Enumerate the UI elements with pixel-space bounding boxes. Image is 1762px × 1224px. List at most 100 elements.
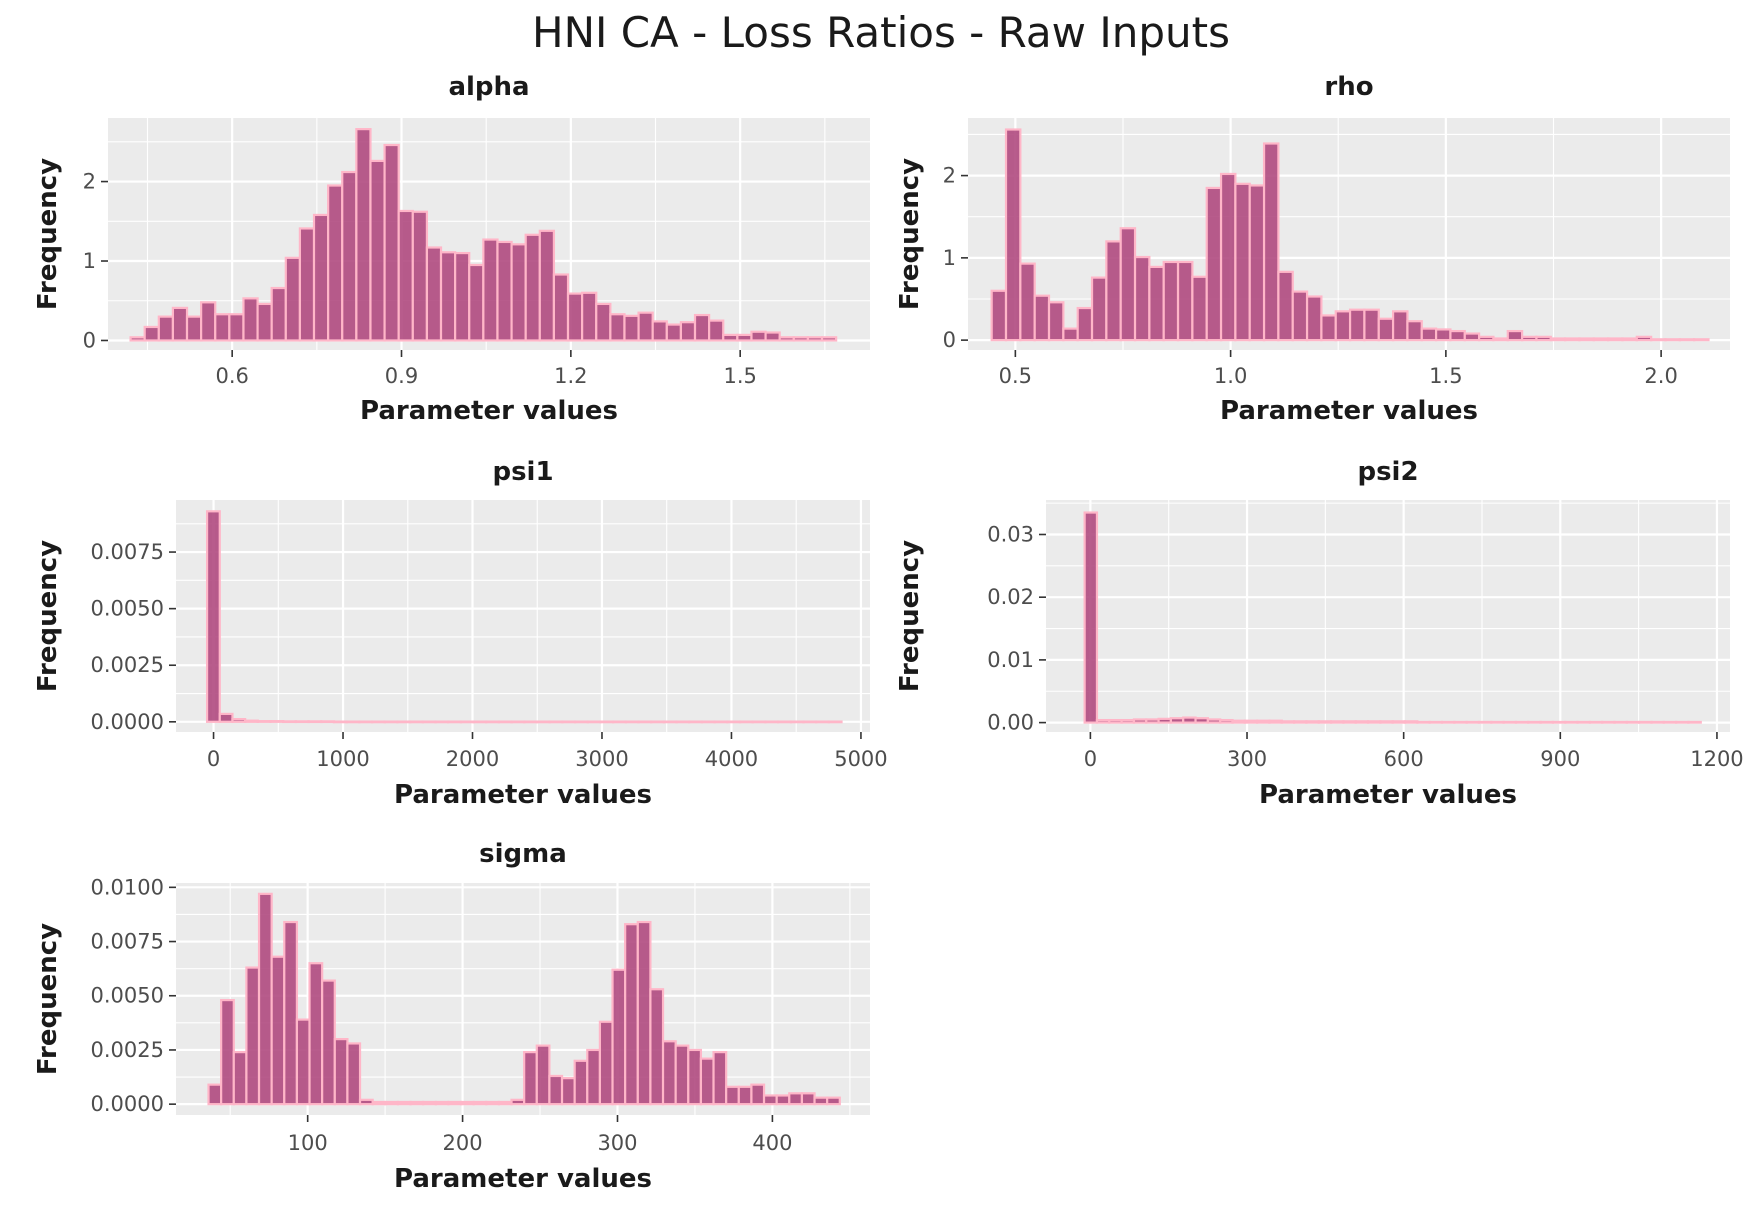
histogram-bar <box>497 1100 513 1106</box>
histogram-bar <box>298 227 316 342</box>
histogram-bar <box>370 720 386 724</box>
histogram-bar <box>523 1051 538 1106</box>
histogram-bar <box>1440 720 1456 724</box>
histogram-bar <box>1391 720 1407 724</box>
y-tick-label: 0.02 <box>987 585 1034 609</box>
x-tick-label: 600 <box>1384 747 1424 771</box>
histogram-bar <box>447 720 462 724</box>
panel-psi1: 0 1000 2000 3000 4000 5000 0.0000 0.0025 0.0050 0… <box>33 457 888 810</box>
histogram-bar <box>129 336 146 342</box>
histogram-bar <box>1280 720 1296 724</box>
histogram-bar <box>827 720 843 724</box>
histogram-bar <box>813 1096 829 1106</box>
histogram-bar <box>1291 290 1309 342</box>
histogram-bar <box>1243 719 1259 724</box>
histogram-bar <box>778 336 795 342</box>
y-tick-label: 0 <box>943 328 956 352</box>
histogram-bar <box>611 968 627 1106</box>
histogram-bar <box>327 184 344 342</box>
histogram-bar <box>649 988 665 1106</box>
panel-title: rho <box>1324 72 1373 102</box>
x-tick-label: 5000 <box>834 747 887 771</box>
panel-title: psi2 <box>1357 457 1418 487</box>
y-tick-label: 0 <box>83 328 96 352</box>
histogram-bar <box>1379 720 1394 724</box>
y-tick-label: 0.0075 <box>91 930 164 954</box>
histogram-bar <box>256 302 273 342</box>
histogram-bar <box>1354 720 1370 724</box>
histogram-bar <box>1047 301 1065 342</box>
histogram-bar <box>1366 720 1382 724</box>
histogram-bar <box>468 263 485 342</box>
histogram-bar <box>1105 240 1122 342</box>
histogram-bar <box>1119 227 1137 342</box>
histogram-bar <box>383 720 399 724</box>
histogram-bar <box>341 170 358 342</box>
histogram-bar <box>1194 717 1209 724</box>
histogram-bar <box>218 712 234 723</box>
histogram-bar <box>371 1100 387 1106</box>
histogram-bar <box>143 325 160 342</box>
y-tick-label: 0.0075 <box>91 540 164 564</box>
histogram-bar <box>1514 720 1530 724</box>
histogram-bar <box>1206 718 1222 724</box>
histogram-bar <box>1305 720 1320 724</box>
histogram-bar <box>472 1100 488 1106</box>
histogram-bar <box>789 720 805 724</box>
panel-title: alpha <box>448 72 529 102</box>
histogram-bar <box>1169 717 1185 724</box>
histogram-bar <box>214 313 231 342</box>
x-tick-label: 4000 <box>705 747 758 771</box>
histogram-bar <box>472 720 488 724</box>
histogram-bar <box>232 1051 248 1106</box>
histogram-bar <box>764 331 781 342</box>
histogram-bar <box>308 962 324 1106</box>
histogram-bar <box>1625 720 1641 724</box>
histogram-bar <box>1191 275 1208 342</box>
x-axis-title: Parameter values <box>1220 396 1478 426</box>
histogram-bar <box>561 720 577 724</box>
histogram-bar <box>624 720 640 724</box>
histogram-bar <box>548 720 564 724</box>
histogram-bar <box>751 720 767 724</box>
y-tick-label: 0.01 <box>987 648 1034 672</box>
histogram-bar <box>1320 314 1337 342</box>
panel-sigma: 100 200 300 400 0.0000 0.0025 0.0050 0.0075 0.01… <box>33 839 870 1194</box>
histogram-bar <box>712 1051 728 1106</box>
histogram-bar <box>599 720 615 724</box>
histogram-bar <box>1687 720 1702 724</box>
histogram-bar <box>1033 294 1051 342</box>
histogram-bar <box>675 720 691 724</box>
histogram-bar <box>826 1096 841 1106</box>
x-tick-label: 1000 <box>316 747 369 771</box>
histogram-bar <box>535 1044 551 1106</box>
histogram-bar <box>510 1098 526 1106</box>
histogram-bar <box>1090 276 1108 342</box>
histogram-bar <box>439 251 457 342</box>
histogram-bar <box>1601 720 1616 724</box>
histogram-bar <box>396 1100 412 1106</box>
histogram-bar <box>1564 337 1581 342</box>
histogram-bar <box>1231 719 1246 724</box>
histogram-bar <box>1268 719 1283 724</box>
y-tick-label: 0.0025 <box>91 653 164 677</box>
x-tick-label: 0 <box>207 747 220 771</box>
histogram-bar <box>1133 255 1151 342</box>
histogram-bar <box>548 1074 564 1106</box>
histogram-bar <box>496 240 513 342</box>
histogram-bar <box>1551 720 1567 724</box>
histogram-bar <box>1256 719 1271 724</box>
y-tick-label: 0.0100 <box>91 875 164 899</box>
y-tick-label: 0.0000 <box>91 1092 164 1116</box>
panel-background <box>176 500 870 732</box>
panel-title: psi1 <box>492 457 553 487</box>
y-tick-label: 2 <box>83 170 96 194</box>
histogram-bar <box>573 1059 589 1106</box>
histogram-bar <box>679 321 697 342</box>
histogram-bar <box>1564 720 1579 724</box>
histogram-bar <box>552 273 570 342</box>
histogram-bar <box>1162 260 1180 342</box>
histogram-bar <box>1145 718 1160 724</box>
histogram-bar <box>497 720 513 724</box>
histogram-bar <box>1664 338 1681 342</box>
